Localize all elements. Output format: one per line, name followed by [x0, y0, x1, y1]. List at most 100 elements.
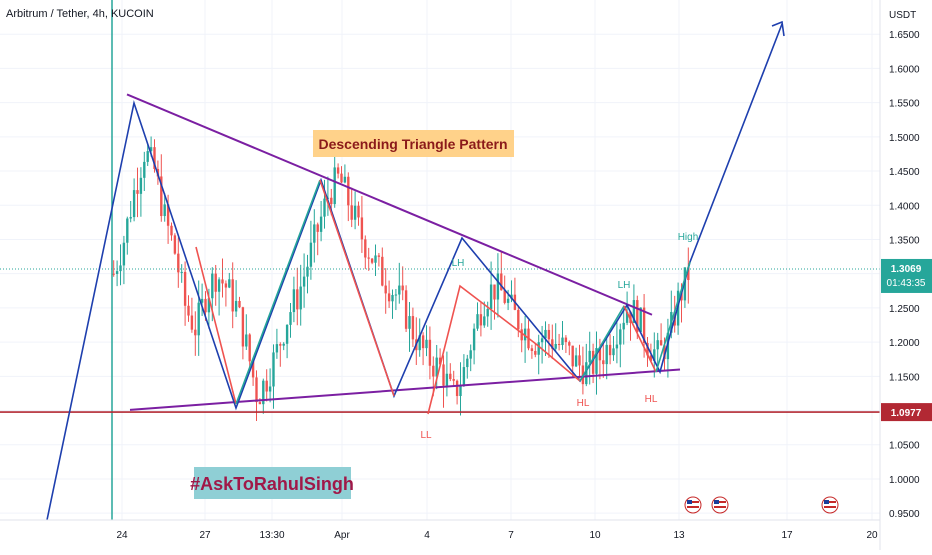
candle-body — [659, 340, 663, 346]
candle-body — [323, 198, 326, 217]
candle-body — [435, 357, 438, 377]
candle-body — [289, 312, 292, 325]
candle-body — [608, 344, 612, 356]
candle-body — [377, 255, 381, 257]
us-flag-icon — [687, 501, 699, 503]
candle-body — [221, 279, 224, 284]
candle-body — [649, 355, 653, 361]
candle-body — [544, 329, 547, 339]
candle-body — [360, 217, 364, 240]
price-tick-label: 1.5000 — [889, 133, 920, 144]
time-tick-label: 10 — [589, 530, 601, 541]
candle-body — [340, 173, 343, 183]
candle-body — [483, 316, 486, 326]
candle-body — [197, 302, 200, 336]
candle-body — [636, 300, 639, 333]
candle-body — [163, 204, 166, 217]
current-price-badge — [881, 258, 932, 293]
candle-body — [262, 380, 265, 405]
candle-body — [112, 273, 115, 275]
candle-body — [428, 339, 432, 366]
candle-body — [126, 218, 129, 243]
candle-body — [330, 197, 333, 205]
candle-body — [319, 216, 323, 232]
candle-body — [656, 340, 659, 350]
candle-body — [143, 161, 146, 178]
candle-body — [384, 285, 387, 294]
price-tick-label: 1.2500 — [889, 304, 920, 315]
candle-body — [139, 177, 143, 194]
candle-body — [316, 224, 319, 232]
candle-body — [255, 377, 258, 403]
candle-body — [523, 328, 527, 341]
candle-body — [503, 290, 506, 303]
candle-body — [418, 335, 421, 351]
candle-body — [231, 279, 234, 312]
candle-body — [500, 273, 503, 291]
us-flag-icon — [714, 506, 726, 508]
candle-body — [387, 293, 391, 302]
candle-body — [479, 314, 483, 326]
arrow-head-icon — [771, 20, 785, 37]
candle-body — [364, 239, 367, 258]
candle-body — [493, 284, 496, 300]
candle-body — [687, 267, 690, 281]
candle-body — [408, 316, 411, 329]
candle-body — [629, 311, 632, 323]
candle-body — [445, 373, 449, 386]
price-tick-label: 1.6000 — [889, 64, 920, 75]
candle-body — [642, 307, 646, 344]
candle-body — [251, 361, 255, 378]
candle-body — [258, 402, 262, 405]
candle-body — [455, 380, 459, 397]
candle-body — [200, 298, 204, 303]
candle-body — [432, 365, 435, 377]
candle-body — [469, 350, 472, 359]
wave-label: HL — [577, 398, 590, 409]
pattern-title: Descending Triangle Pattern — [318, 136, 507, 152]
candle-body — [489, 284, 493, 309]
candle-body — [442, 364, 445, 386]
candle-body — [374, 255, 377, 263]
candle-body — [438, 357, 442, 365]
candle-body — [534, 350, 537, 355]
candle-body — [265, 380, 268, 392]
us-flag-icon — [824, 506, 836, 508]
candle-body — [224, 283, 228, 288]
candle-body — [394, 294, 398, 296]
candle-body — [282, 343, 285, 346]
candle-body — [683, 267, 687, 301]
us-flag-icon — [824, 501, 836, 503]
candle-body — [238, 300, 241, 308]
price-tick-label: 1.3500 — [889, 235, 920, 246]
symbol-header: Arbitrum / Tether, 4h, KUCOIN — [6, 8, 154, 20]
time-tick-label: 27 — [199, 530, 211, 541]
candle-body — [510, 294, 513, 299]
candle-body — [449, 373, 452, 380]
candle-body — [357, 205, 360, 218]
candle-body — [353, 205, 357, 220]
time-tick-label: Apr — [334, 530, 350, 541]
candle-body — [571, 345, 574, 367]
wave-label: HL — [645, 394, 658, 405]
candle-body — [574, 355, 578, 367]
candle-body — [275, 344, 279, 353]
candle-body — [632, 300, 636, 323]
candle-body — [370, 258, 374, 263]
candle-body — [517, 309, 520, 330]
candle-body — [551, 339, 554, 349]
candle-body — [177, 253, 180, 273]
candle-body — [160, 176, 163, 217]
candle-body — [568, 342, 571, 346]
candle-body — [591, 350, 595, 374]
candle-body — [234, 300, 238, 312]
candle-body — [204, 298, 207, 313]
candle-body — [602, 360, 605, 365]
price-tick-label: 1.5500 — [889, 99, 920, 110]
hashtag-box — [194, 467, 351, 499]
candle-body — [404, 290, 408, 329]
candle-body — [561, 337, 564, 346]
candle-body — [285, 324, 289, 344]
